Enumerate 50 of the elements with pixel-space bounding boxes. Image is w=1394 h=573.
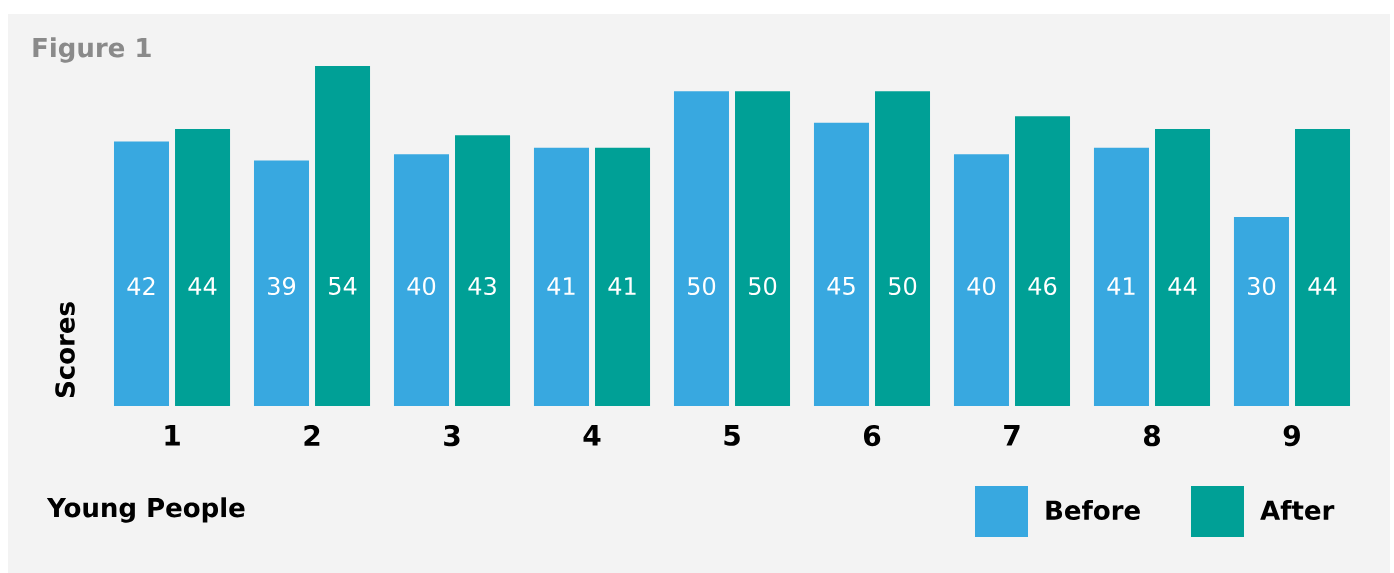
data-label: 30 <box>1248 276 1276 296</box>
data-label: 44 <box>1168 277 1197 295</box>
data-label: 41 <box>1107 277 1135 295</box>
data-label: 50 <box>688 276 716 296</box>
data-label: 46 <box>1028 276 1057 296</box>
data-label: 44 <box>188 277 217 295</box>
data-label: 40 <box>407 276 436 296</box>
bar <box>875 91 931 406</box>
data-label: 39 <box>268 276 296 296</box>
data-label: 44 <box>1308 277 1337 295</box>
bar <box>113 141 169 406</box>
bar <box>953 154 1009 406</box>
legend-label: After <box>1260 499 1335 521</box>
x-tick-label: 3 <box>444 425 460 447</box>
y-axis-title: Scores <box>55 302 75 398</box>
legend-label: Before <box>1046 499 1140 521</box>
chart-title: Figure 1 <box>33 37 151 63</box>
bar <box>1295 128 1351 406</box>
x-tick-label: 2 <box>304 425 320 446</box>
data-label: 54 <box>329 277 357 295</box>
x-tick-label: 4 <box>583 425 601 446</box>
bar <box>253 160 309 406</box>
data-label: 50 <box>889 276 917 296</box>
data-label: 41 <box>608 277 636 295</box>
x-tick-label: 9 <box>1283 425 1300 447</box>
x-tick-label: 8 <box>1143 425 1161 447</box>
x-tick-label: 1 <box>165 425 180 446</box>
bar <box>393 154 449 406</box>
bar <box>1155 128 1211 406</box>
bar <box>1233 217 1289 406</box>
data-label: 45 <box>827 277 855 295</box>
data-label: 50 <box>749 276 777 296</box>
bar <box>673 91 729 406</box>
data-label: 43 <box>468 276 496 296</box>
bar <box>533 147 589 406</box>
data-label: 41 <box>547 277 575 295</box>
bar <box>175 128 231 406</box>
bar <box>813 122 869 406</box>
x-axis-title: Young People <box>46 497 245 523</box>
data-label: 40 <box>967 276 996 296</box>
bar <box>1015 116 1071 406</box>
bar <box>735 91 791 406</box>
data-label: 42 <box>127 277 155 295</box>
bar <box>1093 147 1149 406</box>
x-tick-label: 6 <box>863 425 881 447</box>
x-tick-label: 5 <box>724 425 740 446</box>
bar <box>455 135 511 406</box>
bar <box>315 66 371 406</box>
x-tick-label: 7 <box>1004 425 1020 446</box>
bar <box>595 147 651 406</box>
